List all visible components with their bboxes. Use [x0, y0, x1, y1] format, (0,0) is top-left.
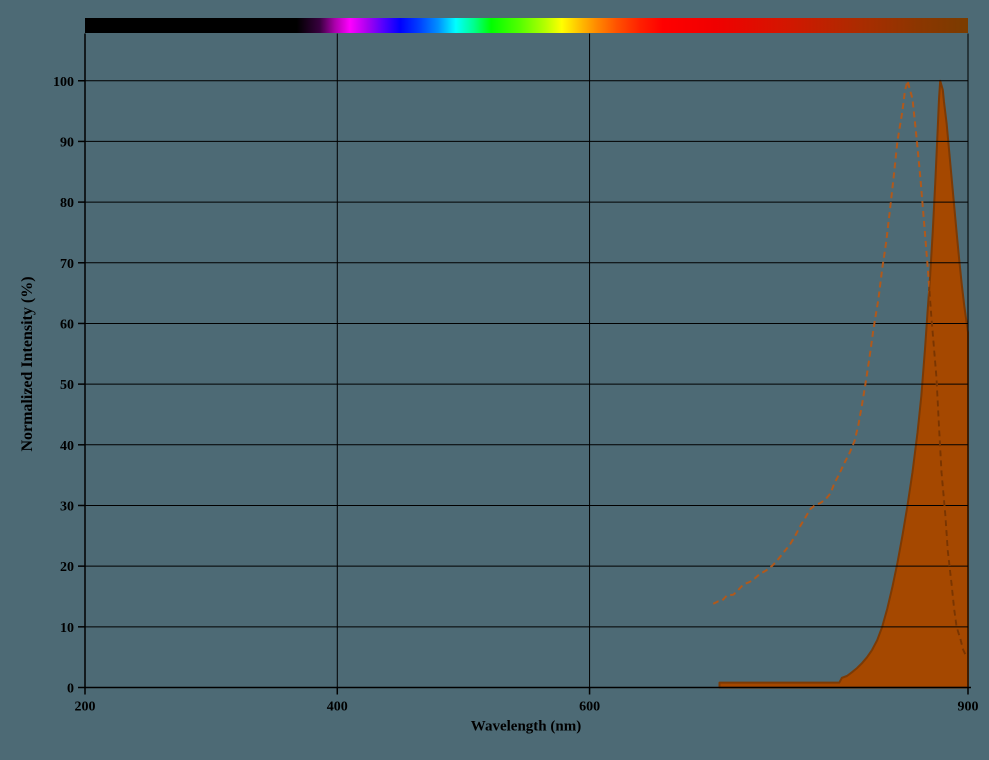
- y-tick-label: 60: [60, 317, 74, 332]
- y-tick-label: 50: [60, 378, 74, 393]
- x-tick-label: 900: [958, 700, 979, 715]
- x-tick-label: 600: [579, 700, 600, 715]
- y-tick-label: 10: [60, 621, 74, 636]
- x-tick-label: 400: [327, 700, 348, 715]
- filled-area-curve: [718, 79, 969, 689]
- y-tick-label: 30: [60, 499, 74, 514]
- y-axis-title: Normalized Intensity (%): [19, 276, 36, 452]
- x-tick-label: 200: [75, 700, 96, 715]
- y-tick-label: 0: [67, 682, 74, 697]
- x-axis-title: Wavelength (nm): [470, 718, 582, 735]
- wavelength-spectrum-bar: [85, 18, 968, 33]
- y-tick-label: 40: [60, 439, 74, 454]
- y-tick-label: 100: [53, 75, 74, 90]
- y-tick-label: 90: [60, 135, 74, 150]
- y-tick-label: 70: [60, 257, 74, 272]
- y-tick-label: 80: [60, 196, 74, 211]
- y-tick-label: 20: [60, 560, 74, 575]
